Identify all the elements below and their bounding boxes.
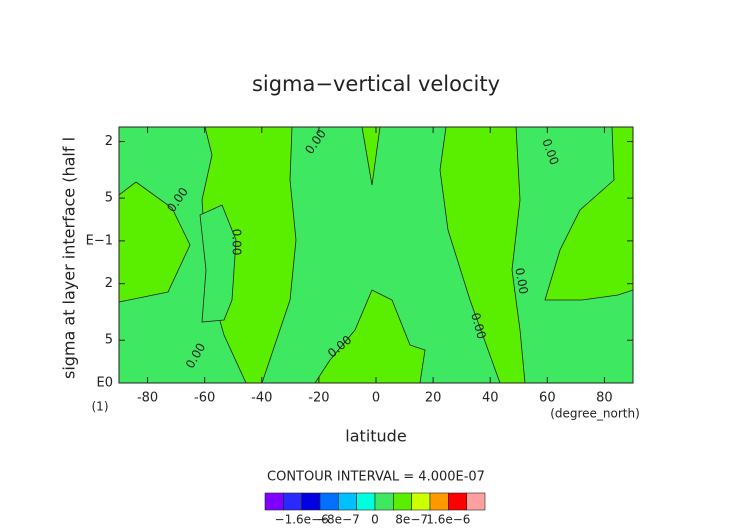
- colorbar-box: [411, 492, 431, 511]
- contour-region: [199, 204, 237, 323]
- colorbar-box: [283, 492, 302, 511]
- colorbar-box: [356, 492, 376, 511]
- colorbar-box: [393, 492, 412, 511]
- x-tick-label: 40: [482, 391, 499, 406]
- x-tick-label: -20: [308, 391, 329, 406]
- contour-region: [511, 126, 634, 384]
- x-unit: (degree_north): [550, 407, 640, 421]
- x-tick-label: 20: [425, 391, 442, 406]
- y-tick-label: 2: [105, 134, 113, 149]
- colorbar-label: −1.6e−6: [275, 513, 329, 527]
- colorbar-label: −8e−7: [317, 513, 360, 527]
- colorbar-label: 0: [371, 513, 379, 527]
- plot-area: [118, 126, 634, 384]
- contour-interval: CONTOUR INTERVAL = 4.000E-07: [267, 470, 485, 485]
- colorbar-box: [264, 492, 284, 511]
- y-tick-label: 2: [105, 276, 113, 291]
- colorbar-box: [319, 492, 339, 511]
- x-tick-label: -40: [251, 391, 272, 406]
- contour-label: 0.00: [512, 267, 530, 296]
- chart-title: sigma−vertical velocity: [252, 72, 500, 96]
- x-axis-label: latitude: [345, 427, 406, 446]
- colorbar-box: [448, 492, 467, 511]
- x-tick-label: -60: [194, 391, 215, 406]
- colorbar-label: 8e−7: [395, 513, 428, 527]
- y-tick-label: 5: [105, 191, 113, 206]
- x-tick-label: 0: [372, 391, 380, 406]
- colorbar-box: [301, 492, 321, 511]
- x-tick-label: 80: [596, 391, 613, 406]
- colorbar-box: [466, 492, 486, 511]
- y-axis-label: sigma at layer interface (half l: [60, 137, 79, 379]
- colorbar-box: [338, 492, 357, 511]
- y-unit: (1): [92, 400, 109, 414]
- x-tick-label: 60: [539, 391, 556, 406]
- colorbar-box: [429, 492, 449, 511]
- y-tick-label: E0: [97, 376, 114, 391]
- y-tick-label: 5: [105, 333, 113, 348]
- colorbar-box: [374, 492, 394, 511]
- contour-label: 0.00: [468, 311, 488, 340]
- y-tick-label: E−1: [86, 233, 113, 248]
- contour-label: 0.00: [230, 229, 244, 256]
- x-tick-label: -80: [137, 391, 158, 406]
- colorbar-label: 1.6e−6: [426, 513, 470, 527]
